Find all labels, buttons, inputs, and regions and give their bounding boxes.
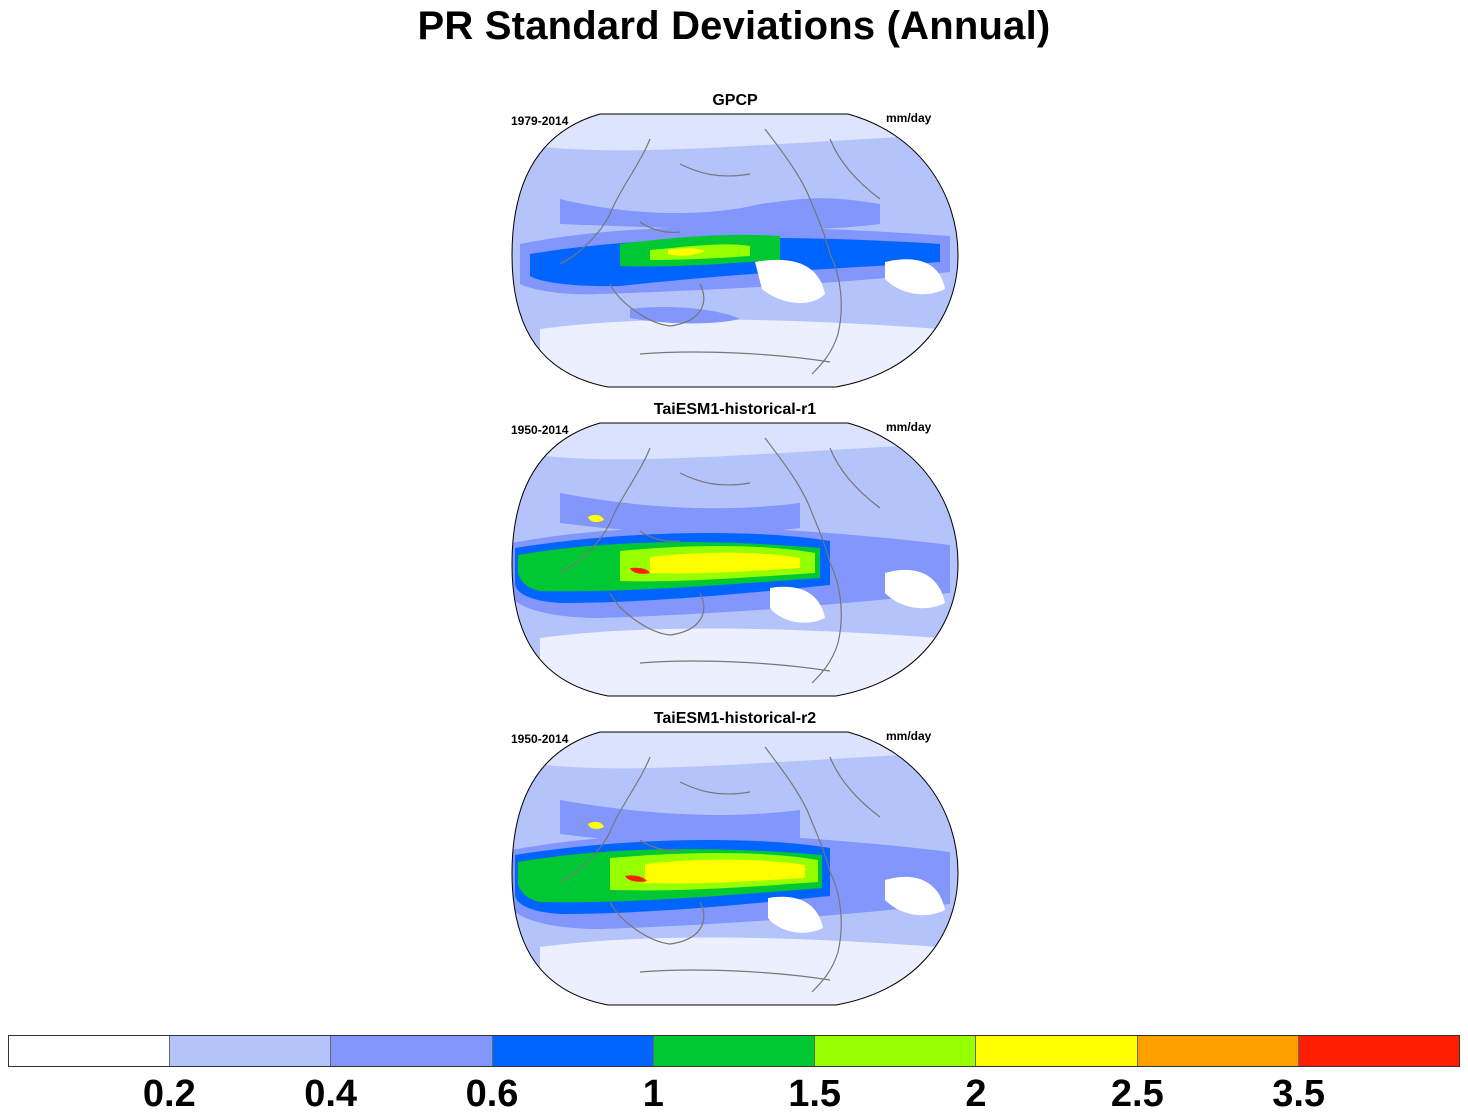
colorbar-box: [976, 1036, 1138, 1066]
colorbar: [8, 1035, 1460, 1067]
panel-title: GPCP: [712, 92, 758, 109]
colorbar-label: 0.2: [142, 1073, 196, 1115]
panel-period: 1950-2014: [511, 732, 569, 746]
colorbar-box: [815, 1036, 977, 1066]
map-panel-r2: TaiESM1-historical-r2 1950-2014 mm/day: [500, 710, 970, 1006]
map-panel-gpcp: GPCP 1979-2014 mm/day: [500, 92, 970, 388]
colorbar-box: [9, 1036, 171, 1066]
colorbar-label: 0.4: [304, 1073, 358, 1115]
colorbar-box: [492, 1036, 654, 1066]
panel-title: TaiESM1-historical-r2: [653, 710, 817, 727]
panel-units: mm/day: [886, 111, 932, 125]
precip-stddev-map: [511, 422, 959, 697]
colorbar-label: 2: [965, 1073, 987, 1115]
figure-title: PR Standard Deviations (Annual): [417, 4, 1051, 48]
colorbar-label: 0.6: [465, 1073, 519, 1115]
colorbar-box: [653, 1036, 816, 1066]
panel-period: 1950-2014: [511, 423, 569, 437]
map-panel-r1: TaiESM1-historical-r1 1950-2014 mm/day: [500, 401, 970, 697]
colorbar-label: 1.5: [788, 1073, 842, 1115]
precip-stddev-map: [511, 113, 959, 388]
precip-stddev-map: [511, 731, 959, 1006]
colorbar-box: [331, 1036, 493, 1066]
colorbar-box: [1137, 1036, 1299, 1066]
panel-title: TaiESM1-historical-r1: [653, 401, 817, 418]
colorbar-box: [170, 1036, 332, 1066]
colorbar-label: 1: [642, 1073, 664, 1115]
colorbar-box: [1298, 1036, 1459, 1066]
panel-units: mm/day: [886, 420, 932, 434]
panel-period: 1979-2014: [511, 114, 569, 128]
colorbar-label: 3.5: [1272, 1073, 1326, 1115]
panel-units: mm/day: [886, 729, 932, 743]
colorbar-label: 2.5: [1110, 1073, 1164, 1115]
